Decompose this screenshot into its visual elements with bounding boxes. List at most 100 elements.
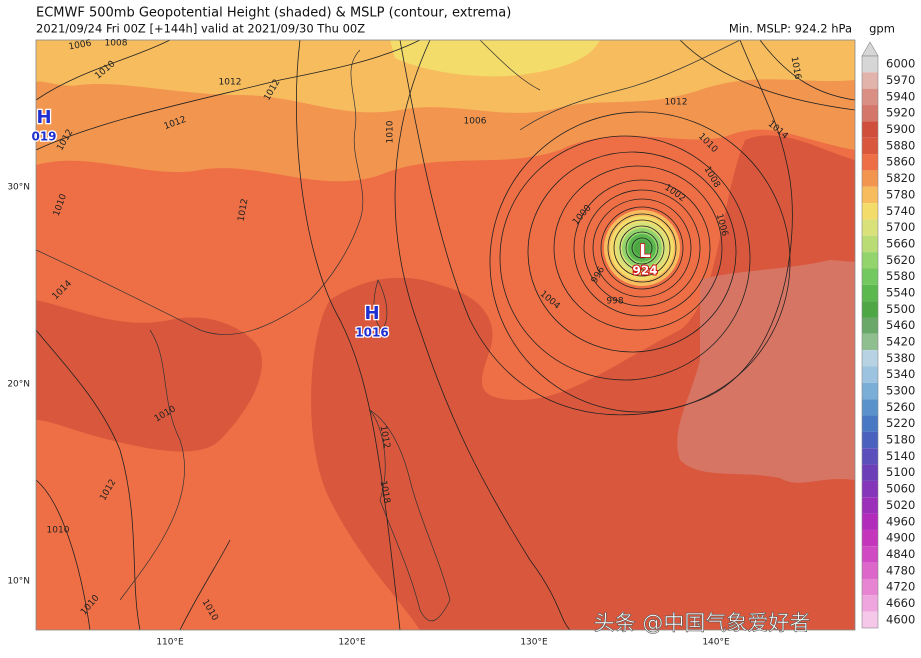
isobars	[36, 40, 855, 630]
colorbar-label: 5970	[886, 73, 915, 87]
colorbar-label: 5140	[886, 449, 915, 463]
colorbar-label: 4960	[886, 514, 915, 528]
extremum-symbol: L	[639, 241, 650, 262]
colorbar-label: 5880	[886, 138, 915, 152]
colorbar-label: 5780	[886, 187, 915, 201]
colorbar-cell	[862, 350, 878, 367]
colorbar-cell	[862, 105, 878, 122]
colorbar-cell	[862, 301, 878, 318]
colorbar-cell	[862, 366, 878, 383]
colorbar-cell	[862, 578, 878, 596]
contour-label: 1010	[47, 526, 70, 536]
colorbar-label: 5700	[886, 220, 915, 234]
colorbar-cell	[862, 72, 878, 89]
lon-label: 130°E	[520, 638, 548, 648]
colorbar-label: 4600	[886, 612, 915, 626]
colorbar-cell	[862, 513, 878, 530]
lon-label: 110°E	[156, 638, 184, 648]
colorbar-cell	[862, 464, 878, 481]
colorbar-cap	[861, 41, 879, 57]
colorbar-label: 5540	[886, 285, 915, 299]
colorbar-label: 5420	[886, 335, 915, 349]
colorbar-label: 5460	[886, 318, 915, 332]
colorbar-label: 5660	[886, 236, 915, 250]
map	[36, 40, 855, 630]
contour-label: 1012	[378, 425, 392, 449]
colorbar-cell	[862, 88, 878, 106]
shade-5880	[36, 300, 262, 452]
contour-label: 1006	[68, 39, 93, 53]
title: ECMWF 500mb Geopotential Height (shaded)…	[36, 6, 511, 21]
colorbar-label: 5920	[886, 106, 915, 120]
colorbar-cell	[862, 137, 878, 155]
extremum-symbol: H	[364, 303, 379, 324]
colorbar-cell	[862, 56, 878, 73]
extremum-value: 924	[632, 264, 657, 278]
colorbar-cell	[862, 399, 878, 416]
colorbar-label: 5500	[886, 302, 915, 316]
colorbar-frame	[861, 55, 879, 629]
shade-5920	[677, 260, 855, 483]
colorbar-cell	[862, 497, 878, 514]
map-frame	[35, 39, 856, 631]
contour-label: 1008	[105, 39, 128, 49]
colorbar-cell	[862, 382, 878, 400]
extremum-value: 1016	[355, 326, 388, 340]
colorbar-cell	[862, 562, 878, 579]
colorbar-label: 4840	[886, 547, 915, 561]
shade-5740	[390, 40, 600, 77]
coastlines	[36, 40, 741, 622]
lon-label: 120°E	[338, 638, 366, 648]
colorbar-cell	[862, 611, 878, 628]
colorbar-label: 5940	[886, 89, 915, 103]
colorbar-cell	[862, 546, 878, 563]
colorbar-cell	[862, 203, 878, 220]
colorbar-label: 4660	[886, 596, 915, 610]
colorbar-cell	[862, 121, 878, 138]
colorbar-label: 5740	[886, 204, 915, 218]
colorbar-cell	[862, 333, 878, 351]
colorbar-cell	[862, 235, 878, 253]
lon-label: 140°E	[702, 638, 730, 648]
colorbar-cell	[862, 448, 878, 465]
lat-label: 20°N	[7, 380, 30, 390]
colorbar-label: 4720	[886, 580, 915, 594]
colorbar-cell	[862, 268, 878, 285]
watermark: 头条 @中国气象爱好者	[594, 611, 811, 635]
shade-5780	[36, 40, 855, 113]
min-mslp: Min. MSLP: 924.2 hPa	[729, 22, 852, 36]
colorbar-cell	[862, 219, 878, 236]
subtitle: 2021/09/24 Fri 00Z [+144h] valid at 2021…	[36, 22, 365, 36]
colorbar-cell	[862, 252, 878, 269]
contour-label: 1018	[378, 480, 392, 505]
colorbar-label: 5220	[886, 416, 915, 430]
colorbar-cell	[862, 317, 878, 334]
colorbar-cell	[862, 529, 878, 547]
colorbar-label: 5060	[886, 482, 915, 496]
colorbar-cell	[862, 595, 878, 612]
colorbar-label: 5260	[886, 400, 915, 414]
colorbar-label: 5820	[886, 171, 915, 185]
contour-label: 1006	[464, 117, 487, 127]
lat-label: 30°N	[7, 183, 30, 193]
colorbar-label: 4780	[886, 563, 915, 577]
colorbar-label: 5340	[886, 367, 915, 381]
colorbar-unit: gpm	[869, 22, 895, 36]
contour-label: 1012	[219, 78, 242, 88]
contour-label: 1010	[386, 120, 396, 143]
colorbar-label: 5380	[886, 351, 915, 365]
colorbar-cell	[862, 186, 878, 204]
contour-label: 998	[606, 297, 623, 307]
contour-label: 1016	[789, 56, 803, 81]
colorbar-label: 5180	[886, 433, 915, 447]
contour-label: 1012	[237, 198, 251, 222]
extremum-value: 019	[31, 130, 56, 144]
colorbar-label: 5900	[886, 122, 915, 136]
colorbar-cell	[862, 284, 878, 302]
shade-5880	[311, 135, 855, 630]
colorbar-label: 5100	[886, 465, 915, 479]
colorbar-label: 5860	[886, 155, 915, 169]
colorbar-cell	[862, 415, 878, 432]
colorbar-label: 4900	[886, 531, 915, 545]
